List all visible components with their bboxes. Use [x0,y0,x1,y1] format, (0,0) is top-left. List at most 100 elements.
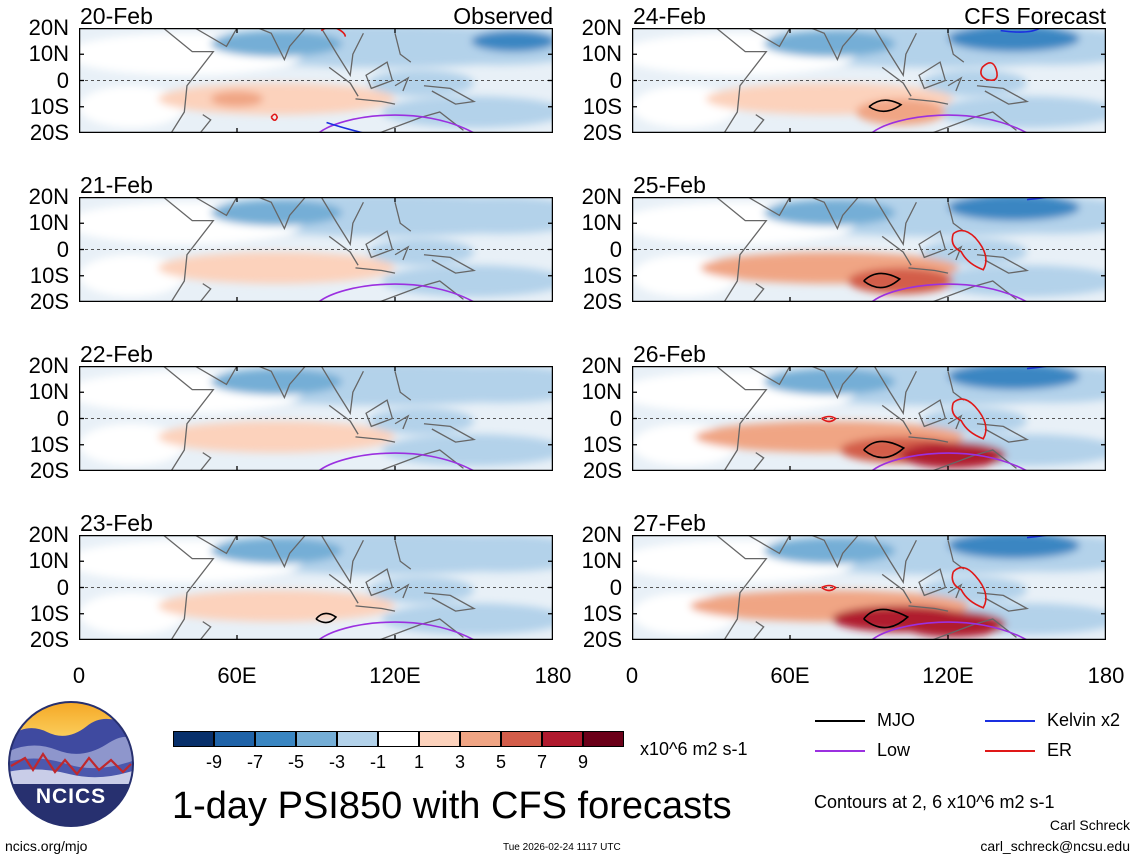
colorbar-swatch [214,731,255,747]
anomaly-region [934,265,1106,297]
forecast-label: CFS Forecast [964,3,1106,29]
panel-date-label: 26-Feb [633,341,706,367]
er-contour [951,229,987,271]
map-panel [79,28,553,133]
panel-date-label: 25-Feb [633,172,706,198]
x-tick-label: 180 [1087,663,1125,688]
x-tick-label: 180 [534,663,572,688]
er-contour [821,415,837,423]
coastline [747,535,791,555]
colorbar-swatch [337,731,378,747]
legend-line [985,750,1035,752]
anomaly-region [79,85,185,128]
coastline [976,592,1030,612]
coastline [810,366,859,400]
panel-date-label: 23-Feb [80,510,153,536]
anomaly-region [79,592,185,635]
legend-line [815,720,865,722]
anomaly-region [934,96,1106,128]
anomaly-region [408,535,553,572]
coastline [947,202,965,232]
colorbar-label: 5 [495,752,506,772]
colorbar-label: -3 [328,752,345,772]
coastline [199,621,212,640]
coastline [908,98,949,105]
x-tick-label: 0 [625,663,639,688]
coastline [394,371,412,401]
legend-label: Low [877,740,911,760]
y-tick-label: 10N [28,379,69,405]
coastline [918,230,947,259]
coastline [881,404,912,435]
coastline [105,197,215,302]
anomaly-region [948,28,1080,52]
mjo-contour [868,99,903,113]
y-tick-label: 20S [582,289,622,314]
coastline [394,414,410,430]
author-email[interactable]: carl_schreck@ncsu.edu [980,838,1130,854]
y-tick-label: 20N [28,522,69,547]
anomaly-field [79,535,553,635]
y-tick-label: 20N [28,15,69,40]
y-tick-label: 20S [29,289,69,314]
coastline [947,33,965,63]
x-tick-label: 120E [922,663,974,688]
coastline [810,28,859,62]
coastline [908,267,949,274]
ncics-logo: NCICS [7,700,135,828]
mjo-contour [315,612,338,624]
x-tick-label: 60E [217,663,257,688]
coastline [199,283,212,302]
anomaly-field [79,366,553,466]
anomaly-region [948,535,1080,559]
colorbar-label: -5 [287,752,304,772]
y-tick-label: 10N [581,210,622,236]
anomaly-region [921,239,1027,266]
colorbar-label: -7 [246,752,263,772]
coastline [328,404,359,435]
coastline [328,235,359,266]
colorbar-label: 3 [454,752,465,772]
coastline [365,230,394,259]
coastline [747,366,791,386]
y-tick-label: 10S [29,93,69,119]
coastline [365,568,394,597]
y-tick-label: 0 [609,574,622,600]
y-tick-label: 20S [582,458,622,483]
coastline [257,366,306,400]
legend-line [985,720,1035,722]
y-tick-label: 10N [581,379,622,405]
y-tick-label: 20N [581,522,622,547]
legend-label: MJO [877,710,915,730]
coastline [423,85,477,105]
site-url[interactable]: ncics.org/mjo [5,838,88,854]
er-contour [951,566,987,609]
map-svg [632,28,1106,133]
anomaly-region [900,611,1006,638]
mjo-contour [863,608,910,629]
anomaly-field [632,535,1106,638]
coastline [365,399,394,428]
anomaly-region [158,590,395,622]
panel-date-label: 27-Feb [633,510,706,536]
coastline [423,592,477,612]
coastline [394,33,412,63]
y-tick-label: 10N [28,210,69,236]
coastline [658,366,768,471]
coastline [257,535,306,569]
y-tick-label: 20N [581,15,622,40]
anomaly-region [381,265,553,297]
anomaly-region [921,408,1027,435]
colorbar-label: -1 [369,752,386,772]
coastline [199,452,212,471]
er-contour [270,113,279,122]
er-contour [951,398,987,440]
coastline [747,28,791,48]
anomaly-region [158,252,395,284]
map-panel [632,535,1106,640]
coastline [881,573,912,604]
y-tick-label: 10S [29,262,69,288]
y-tick-label: 0 [609,405,622,431]
colorbar-swatch [460,731,501,747]
coastline [355,605,396,612]
